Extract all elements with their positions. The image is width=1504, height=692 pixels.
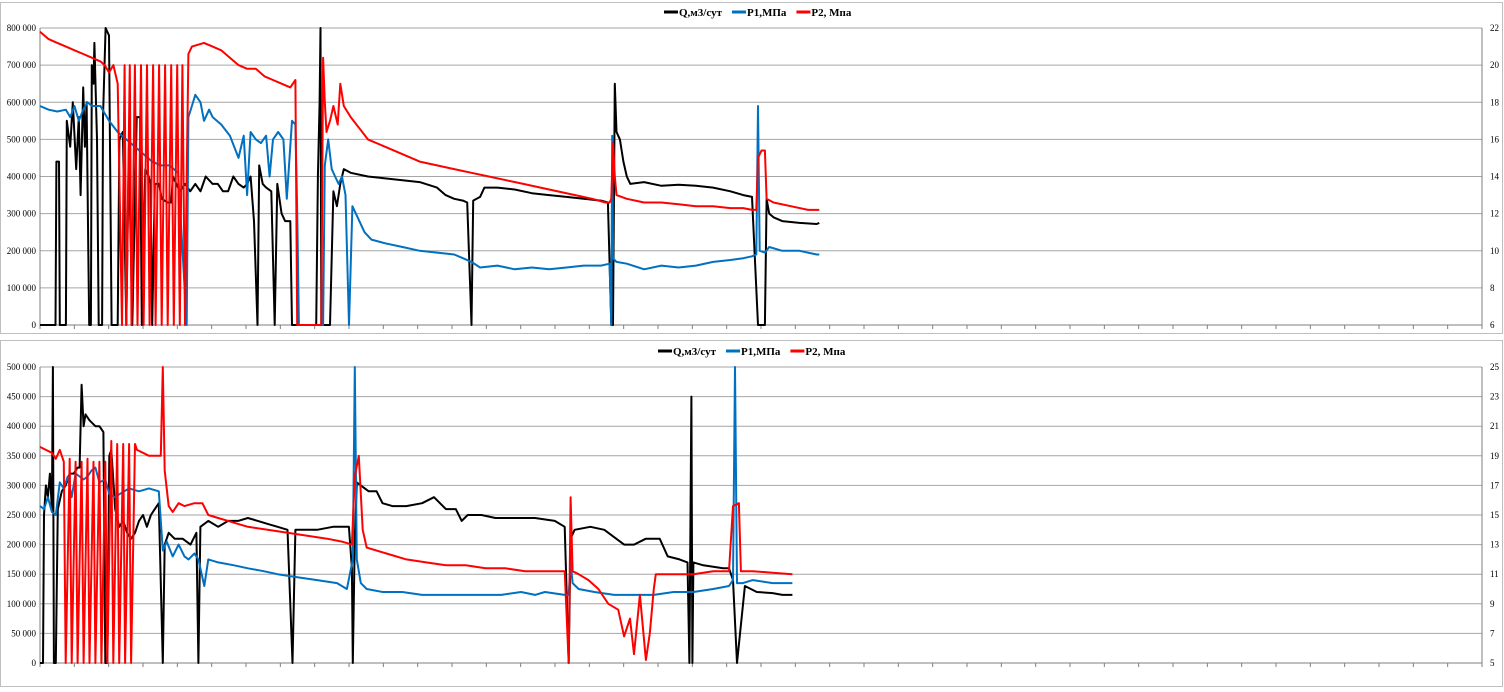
chart-1-y-right-tick-label: 20 <box>1490 60 1500 70</box>
chart-2-y-right-tick-label: 21 <box>1490 421 1499 431</box>
chart-1-y-left-tick-label: 200 000 <box>7 246 37 256</box>
chart-1-y-right-tick-label: 18 <box>1490 97 1500 107</box>
chart-1-y-right-tick-label: 12 <box>1490 209 1499 219</box>
chart-2-y-left-tick-label: 400 000 <box>7 421 37 431</box>
chart-1-series-line-2 <box>39 93 820 326</box>
chart-2-series-line-3 <box>39 366 793 664</box>
chart-2-legend-label-2: P1,МПа <box>741 346 781 358</box>
chart-1-y-right-tick-label: 10 <box>1490 246 1500 256</box>
chart-2-y-left-tick-label: 450 000 <box>7 392 37 402</box>
chart-1-y-right-tick-label: 16 <box>1490 134 1500 144</box>
chart-1-y-left-tick-label: 600 000 <box>7 97 37 107</box>
chart-2-y-right-tick-label: 25 <box>1490 362 1500 372</box>
chart-2-y-right-tick-label: 9 <box>1490 599 1495 609</box>
chart-2-y-right-tick-label: 13 <box>1490 540 1500 550</box>
chart-2-series-line-2 <box>39 366 793 596</box>
chart-2-y-left-tick-label: 150 000 <box>7 569 37 579</box>
chart-1-y-left-tick-label: 500 000 <box>7 134 37 144</box>
chart-2-legend-label-1: Q,м3/сут <box>673 346 717 358</box>
chart-2-y-right-tick-label: 19 <box>1490 451 1500 461</box>
chart-2-y-right-tick-label: 15 <box>1490 510 1500 520</box>
chart-1-y-left-tick-label: 400 000 <box>7 172 37 182</box>
chart-1-y-left-tick-label: 700 000 <box>7 60 37 70</box>
chart-2-y-right-tick-label: 17 <box>1490 480 1500 490</box>
chart-1-y-left-tick-label: 0 <box>32 320 37 330</box>
chart-1-y-left-tick-label: 100 000 <box>7 283 37 293</box>
chart-1-legend-label-2: P1,МПа <box>747 7 787 19</box>
chart-2-y-right-tick-label: 5 <box>1490 658 1495 668</box>
chart-2-y-right-tick-label: 11 <box>1490 569 1499 579</box>
chart-2-y-left-tick-label: 200 000 <box>7 540 37 550</box>
chart-1-series-line-1 <box>40 27 820 326</box>
chart-1-y-right-tick-label: 14 <box>1490 172 1500 182</box>
chart-2-y-left-tick-label: 500 000 <box>7 362 37 372</box>
chart-2-legend-label-3: P2, Мпа <box>805 346 845 358</box>
chart-1-frame <box>0 2 1503 334</box>
chart-2-y-right-tick-label: 23 <box>1490 392 1500 402</box>
chart-1-y-left-tick-label: 300 000 <box>7 209 37 219</box>
chart-2-y-left-tick-label: 50 000 <box>11 628 36 638</box>
chart-1-y-right-tick-label: 8 <box>1490 283 1495 293</box>
chart-1-y-right-tick-label: 6 <box>1490 320 1495 330</box>
chart-2-y-left-tick-label: 300 000 <box>7 480 37 490</box>
chart-1-legend-label-3: P2, Мпа <box>811 7 851 19</box>
chart-1-y-right-tick-label: 22 <box>1490 23 1499 33</box>
chart-2-y-left-tick-label: 250 000 <box>7 510 37 520</box>
chart-2-frame <box>0 340 1503 687</box>
chart-2-y-right-tick-label: 7 <box>1490 628 1495 638</box>
chart-1-y-left-tick-label: 800 000 <box>7 23 37 33</box>
chart-2-y-left-tick-label: 350 000 <box>7 451 37 461</box>
chart-2-y-left-tick-label: 0 <box>32 658 37 668</box>
chart-2-y-left-tick-label: 100 000 <box>7 599 37 609</box>
chart-2-series-line-1 <box>40 366 793 664</box>
chart-1-series-line-3 <box>39 30 820 326</box>
chart-1-legend-label-1: Q,м3/сут <box>679 7 723 19</box>
